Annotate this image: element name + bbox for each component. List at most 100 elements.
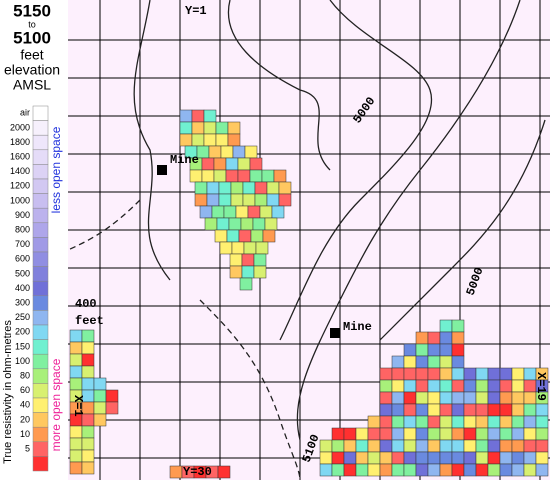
cell [238, 229, 252, 243]
cell [343, 451, 357, 465]
cell [367, 451, 381, 465]
cell [331, 427, 345, 441]
legend-swatch [32, 193, 49, 209]
grid-label: X=19 [534, 372, 548, 401]
cell [415, 439, 429, 453]
legend-swatch [32, 266, 49, 282]
cell [191, 121, 205, 135]
legend-label: 300 [15, 297, 30, 307]
cell [475, 403, 489, 417]
grid-label: X=1 [71, 395, 85, 417]
cell [403, 403, 417, 417]
legend-label: 1400 [10, 166, 30, 176]
cell [179, 121, 193, 135]
cell [415, 415, 429, 429]
cell [463, 415, 477, 429]
cell [439, 463, 453, 477]
elevation-unit: feet [20, 47, 43, 63]
legend-swatch [32, 164, 49, 180]
cell [403, 415, 417, 429]
contours [67, 0, 546, 480]
cell [427, 379, 441, 393]
cell [475, 367, 489, 381]
cell [220, 145, 234, 159]
cell [379, 379, 393, 393]
cell [242, 193, 256, 207]
cell [211, 205, 225, 219]
cell [427, 391, 441, 405]
cell [201, 169, 215, 183]
scale-value: 400 [75, 297, 97, 311]
cell [499, 403, 513, 417]
legend-label: air [20, 108, 30, 118]
cell [511, 427, 525, 441]
legend-swatch [32, 441, 49, 457]
cell [463, 379, 477, 393]
cell [427, 367, 441, 381]
cell [475, 379, 489, 393]
cell [225, 169, 239, 183]
cell [487, 427, 501, 441]
cell [367, 427, 381, 441]
legend-swatch [32, 412, 49, 428]
cell [439, 319, 453, 333]
elevation-bottom: 5100 [13, 28, 51, 47]
elevation-top: 5150 [13, 1, 51, 20]
cell [367, 463, 381, 477]
cell [499, 463, 513, 477]
cell [319, 463, 333, 477]
cell [427, 451, 441, 465]
cell [237, 157, 251, 171]
cell [69, 437, 83, 451]
cell [403, 367, 417, 381]
cell [451, 379, 465, 393]
cell [81, 425, 95, 439]
contour [296, 0, 521, 441]
cell [463, 403, 477, 417]
cell [367, 439, 381, 453]
legend-swatch [32, 237, 49, 253]
cell [451, 319, 465, 333]
cell [427, 415, 441, 429]
elevation-line: elevation [4, 62, 60, 78]
cell [241, 265, 255, 279]
cell [264, 217, 278, 231]
elevation-line: AMSL [13, 77, 51, 93]
cell [415, 379, 429, 393]
legend-label: 40 [20, 400, 30, 410]
cell [69, 341, 83, 355]
legend-swatch [32, 426, 49, 443]
cell [228, 217, 242, 231]
cell [403, 379, 417, 393]
legend-label: 10 [20, 429, 30, 439]
cell [463, 439, 477, 453]
legend-swatch [32, 207, 49, 224]
legend-label: 80 [20, 370, 30, 380]
cell [343, 439, 357, 453]
resistivity-cells [69, 109, 549, 479]
cell [451, 427, 465, 441]
cell [463, 391, 477, 405]
cell [216, 217, 230, 231]
cell [194, 193, 208, 207]
cell [475, 463, 489, 477]
cell [254, 193, 268, 207]
legend-swatch [32, 368, 49, 384]
cell [415, 367, 429, 381]
cell [415, 355, 429, 369]
legend-label: 250 [15, 312, 30, 322]
legend-label: 100 [15, 356, 30, 366]
cell [229, 253, 243, 267]
cell [535, 463, 549, 477]
contour [133, 0, 171, 281]
cell [451, 367, 465, 381]
cell [523, 427, 537, 441]
cell [427, 331, 441, 345]
cell [240, 217, 254, 231]
cell [499, 415, 513, 429]
cell [81, 449, 95, 463]
mine-label: Mine [343, 320, 372, 334]
cell [511, 379, 525, 393]
legend-swatch [32, 383, 49, 399]
cell [69, 425, 83, 439]
